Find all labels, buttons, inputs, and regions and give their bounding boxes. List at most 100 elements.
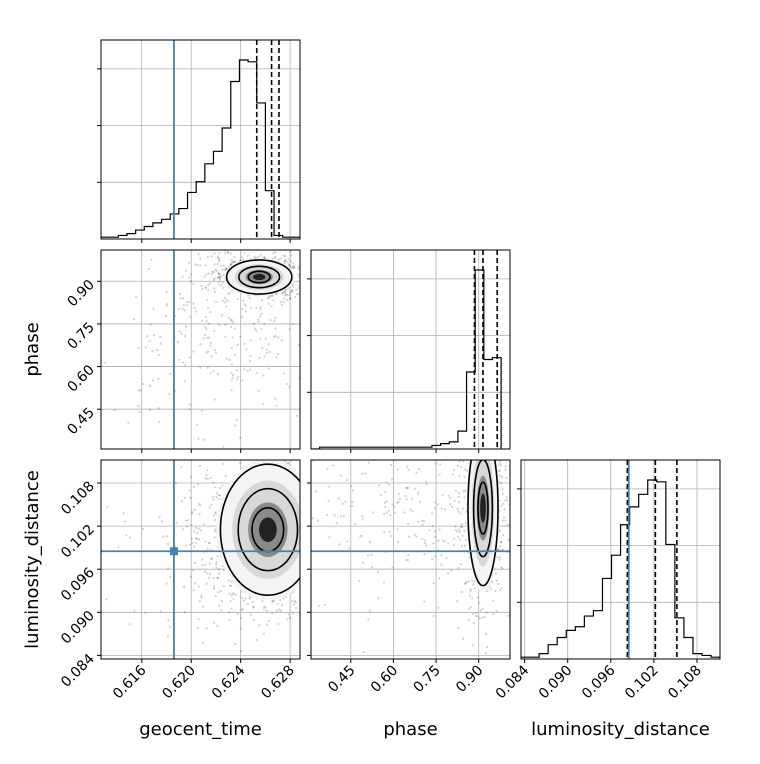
sample-point	[270, 438, 272, 440]
sample-point	[280, 303, 283, 307]
sample-point	[333, 576, 335, 578]
sample-point	[258, 221, 260, 223]
sample-point	[291, 265, 294, 268]
sample-point	[280, 339, 283, 342]
sample-point	[215, 566, 218, 569]
sample-point	[441, 451, 443, 453]
sample-point	[314, 490, 317, 493]
axes-frame	[310, 249, 511, 450]
sample-point	[197, 253, 200, 256]
sample-point	[290, 289, 293, 292]
sample-point	[501, 492, 504, 496]
sample-point	[432, 582, 435, 585]
sample-point	[469, 417, 471, 419]
sample-point	[480, 443, 482, 445]
sample-point	[288, 244, 290, 246]
sample-point	[219, 264, 222, 267]
sample-point	[331, 442, 333, 444]
sample-point	[165, 535, 169, 538]
sample-point	[505, 524, 508, 527]
sample-point	[230, 371, 233, 374]
sample-point	[254, 452, 256, 454]
sample-point	[463, 582, 466, 585]
sample-point	[507, 614, 510, 617]
sample-point	[335, 522, 338, 525]
sample-point	[197, 119, 199, 121]
sample-point	[494, 450, 496, 452]
sample-point	[213, 398, 217, 401]
sample-point	[478, 601, 481, 605]
sample-point	[217, 272, 221, 275]
sample-point	[308, 492, 310, 494]
sample-point	[431, 558, 434, 561]
sample-point	[232, 260, 235, 263]
sample-point	[153, 334, 156, 337]
sample-point	[398, 457, 400, 459]
sample-point	[287, 613, 290, 616]
sample-point	[215, 495, 218, 498]
sample-point	[192, 485, 195, 488]
sample-point	[183, 496, 187, 499]
sample-point	[183, 204, 185, 206]
sample-point	[473, 400, 475, 402]
sample-point	[234, 424, 237, 427]
sample-point	[593, 563, 595, 565]
sample-point	[265, 348, 268, 351]
sample-point	[199, 504, 202, 507]
sample-point	[216, 276, 219, 279]
sample-point	[419, 500, 422, 503]
sample-point	[288, 616, 292, 619]
sample-point	[312, 603, 314, 605]
sample-point	[304, 252, 306, 254]
sample-point	[197, 618, 200, 621]
sample-point	[314, 506, 316, 508]
sample-point	[281, 292, 284, 296]
sample-point	[284, 259, 287, 262]
sample-point	[284, 293, 287, 296]
sample-point	[456, 599, 459, 603]
sample-point	[242, 299, 245, 302]
sample-point	[228, 358, 231, 361]
sample-point	[304, 527, 306, 529]
sample-point	[292, 603, 296, 606]
sample-point	[133, 609, 136, 612]
sample-point	[194, 310, 198, 313]
sample-point	[231, 373, 235, 377]
sample-point	[302, 278, 304, 280]
sample-point	[207, 576, 210, 580]
sample-point	[162, 535, 165, 538]
sample-point	[272, 298, 275, 302]
sample-point	[184, 269, 188, 272]
sample-point	[225, 267, 228, 271]
sample-point	[211, 270, 214, 273]
sample-point	[548, 472, 550, 474]
x-tick-label: 0.90	[453, 663, 486, 696]
sample-point	[205, 336, 209, 340]
sample-point	[193, 561, 196, 564]
sample-point	[184, 363, 187, 366]
sample-point	[221, 565, 224, 568]
sample-point	[306, 559, 308, 561]
sample-point	[301, 504, 303, 506]
sample-point	[546, 470, 548, 472]
sample-point	[270, 294, 274, 298]
sample-point	[569, 385, 571, 387]
sample-point	[491, 580, 494, 584]
sample-point	[258, 624, 261, 627]
sample-point	[279, 599, 282, 602]
sample-point	[398, 497, 401, 500]
sample-point	[494, 424, 496, 426]
sample-point	[466, 434, 468, 436]
sample-point	[612, 490, 614, 492]
sample-point	[276, 602, 279, 606]
sample-point	[135, 295, 138, 298]
sample-point	[417, 520, 420, 523]
sample-point	[571, 516, 573, 518]
sample-point	[227, 286, 230, 289]
sample-point	[294, 606, 298, 610]
sample-point	[500, 504, 503, 507]
sample-point	[232, 260, 235, 263]
sample-point	[525, 485, 527, 487]
sample-point	[505, 496, 508, 499]
sample-point	[233, 223, 235, 225]
